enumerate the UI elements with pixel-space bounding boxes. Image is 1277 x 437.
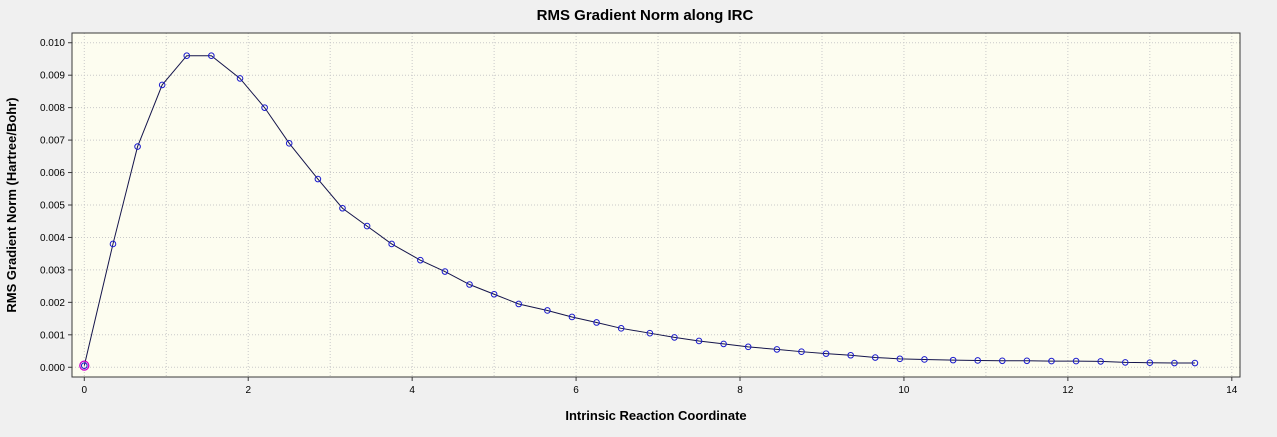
y-tick-label: 0.004	[40, 233, 65, 244]
data-point	[822, 350, 830, 357]
data-point	[1023, 357, 1031, 365]
data-point	[949, 356, 957, 364]
data-point	[490, 290, 498, 298]
series-line	[83, 55, 1195, 366]
x-axis-label: Intrinsic Reaction Coordinate	[565, 408, 746, 423]
data-point	[1171, 359, 1178, 367]
data-point	[236, 75, 244, 82]
data-point	[1072, 357, 1080, 365]
y-tick-label: 0.010	[40, 38, 65, 49]
x-tick-label: 2	[245, 385, 251, 396]
data-point	[314, 175, 322, 183]
data-point	[1121, 359, 1129, 366]
data-point	[773, 346, 781, 353]
data-point	[744, 343, 752, 351]
axes-ticks: 0 2 4 6 8 10 12 14 0.000 0.001 0.002 0.003 0.004 0.00…	[40, 38, 1238, 396]
x-tick-label: 6	[573, 385, 579, 396]
y-tick-label: 0.007	[40, 136, 65, 147]
data-point	[695, 337, 703, 345]
data-point	[515, 300, 523, 308]
data-point	[285, 140, 293, 147]
start-point-marker	[79, 360, 90, 371]
chart-title: RMS Gradient Norm along IRC	[537, 7, 754, 24]
y-tick-label: 0.009	[40, 71, 65, 82]
data-series	[79, 52, 1199, 371]
data-point	[109, 240, 117, 248]
data-point	[896, 355, 904, 363]
data-point	[208, 52, 215, 60]
gridlines	[72, 33, 1240, 377]
data-point	[871, 354, 879, 361]
y-tick-label: 0.003	[40, 265, 65, 276]
data-point	[1146, 359, 1154, 367]
y-tick-label: 0.001	[40, 330, 65, 341]
x-tick-label: 8	[737, 385, 743, 396]
y-tick-label: 0.000	[40, 363, 65, 374]
data-point	[974, 357, 982, 364]
data-point	[80, 362, 88, 369]
x-tick-label: 12	[1062, 385, 1074, 396]
y-tick-label: 0.002	[40, 298, 65, 309]
y-tick-label: 0.008	[40, 103, 65, 114]
data-point	[1097, 358, 1104, 365]
data-point	[646, 329, 654, 337]
data-point	[261, 104, 268, 111]
data-point	[339, 204, 346, 212]
data-point	[921, 356, 928, 363]
data-point	[798, 348, 805, 355]
data-point	[466, 281, 473, 288]
data-point	[999, 357, 1006, 365]
x-tick-label: 4	[409, 385, 415, 396]
data-point	[441, 268, 449, 275]
data-point	[617, 325, 625, 332]
data-point	[158, 81, 166, 89]
data-point	[847, 351, 854, 359]
x-tick-label: 14	[1226, 385, 1238, 396]
data-point	[363, 222, 371, 230]
data-point	[568, 313, 576, 321]
y-tick-label: 0.005	[40, 201, 65, 212]
y-tick-label: 0.006	[40, 168, 65, 179]
data-point	[183, 52, 191, 60]
data-point	[388, 240, 395, 248]
data-point	[134, 143, 141, 150]
data-point	[417, 256, 424, 264]
data-point	[1191, 359, 1199, 367]
x-tick-label: 0	[82, 385, 88, 396]
data-point	[1048, 357, 1055, 365]
x-tick-label: 10	[898, 385, 910, 396]
plot-background	[72, 33, 1240, 377]
data-point	[720, 340, 727, 348]
data-point	[593, 319, 600, 326]
data-point	[544, 307, 551, 314]
y-axis-label: RMS Gradient Norm (Hartree/Bohr)	[4, 97, 19, 312]
data-point	[671, 334, 678, 341]
